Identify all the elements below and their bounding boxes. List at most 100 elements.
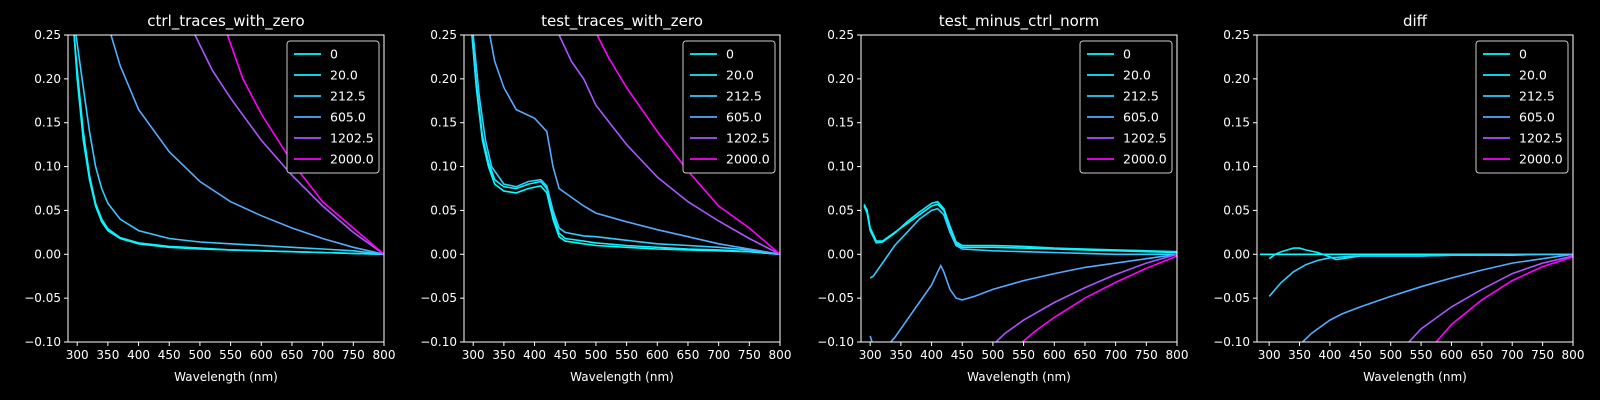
- x-tick-label: 700: [707, 348, 730, 362]
- x-tick-label: 700: [1104, 348, 1127, 362]
- y-tick-label: −0.05: [420, 291, 457, 305]
- y-tick-label: 0.05: [827, 203, 854, 217]
- legend-entry: 212.5: [726, 89, 762, 104]
- y-tick-label: 0.15: [827, 116, 854, 130]
- y-tick-label: 0.20: [34, 72, 61, 86]
- y-tick-label: −0.10: [817, 335, 854, 349]
- x-tick-label: 450: [554, 348, 577, 362]
- x-axis-label: Wavelength (nm): [570, 370, 674, 384]
- y-tick-label: 0.00: [1223, 247, 1250, 261]
- legend: 0 20.0 212.5 605.0 1202.5 2000.0: [1079, 40, 1173, 174]
- series-line-2: [73, 35, 384, 256]
- y-tick-label: 0.00: [34, 247, 61, 261]
- x-axis-label: Wavelength (nm): [174, 370, 278, 384]
- series-line-3: [472, 35, 780, 256]
- y-tick-label: 0.25: [34, 28, 61, 42]
- legend-entry: 212.5: [330, 89, 366, 104]
- y-tick-label: 0.25: [430, 28, 457, 42]
- chart-panel-1: 300 350 400 450 500 550 600 650 700 750 800 −0.10 −0…: [24, 12, 395, 384]
- x-tick-label: 650: [1074, 348, 1097, 362]
- y-tick-label: −0.10: [420, 335, 457, 349]
- legend-entry: 1202.5: [726, 131, 770, 146]
- series-line-5: [995, 253, 1177, 342]
- x-tick-label: 500: [188, 348, 211, 362]
- plot-frame: [860, 34, 1178, 343]
- series-line-3: [1268, 253, 1573, 297]
- series-line-5: [194, 35, 384, 255]
- chart-panel-2: 300 350 400 450 500 550 600 650 700 750 800 −0.10 −0…: [420, 12, 791, 384]
- x-tick-label: 400: [523, 348, 546, 362]
- x-tick-label: 500: [1379, 348, 1402, 362]
- x-tick-label: 450: [951, 348, 974, 362]
- y-tick-label: −0.10: [1213, 335, 1250, 349]
- legend-entry: 1202.5: [330, 131, 374, 146]
- x-tick-label: 650: [677, 348, 700, 362]
- legend-entry: 20.0: [1123, 68, 1151, 83]
- legend-entry: 2000.0: [726, 152, 770, 167]
- legend-entry: 2000.0: [1519, 152, 1563, 167]
- x-tick-label: 400: [127, 348, 150, 362]
- chart-panel-3: 300 350 400 450 500 550 600 650 700 750 800 −0.10 −0…: [817, 12, 1188, 384]
- plot-frame: [463, 34, 781, 343]
- x-tick-label: 300: [1258, 348, 1281, 362]
- chart-title: test_minus_ctrl_norm: [939, 12, 1100, 31]
- legend-box: [1475, 40, 1569, 174]
- x-tick-label: 600: [1440, 348, 1463, 362]
- series-line-3: [75, 35, 384, 256]
- y-tick-label: 0.20: [1223, 72, 1250, 86]
- x-tick-label: 300: [462, 348, 485, 362]
- series-line-3: [869, 207, 1177, 279]
- x-tick-label: 400: [1318, 348, 1341, 362]
- chart-title: diff: [1403, 12, 1428, 30]
- legend-entry: 1202.5: [1519, 131, 1563, 146]
- y-tick-label: 0.10: [1223, 160, 1250, 174]
- y-tick-label: 0.05: [1223, 203, 1250, 217]
- x-tick-label: 750: [738, 348, 761, 362]
- series-line-4: [110, 35, 384, 256]
- x-tick-label: 600: [1043, 348, 1066, 362]
- x-tick-label: 700: [1501, 348, 1524, 362]
- x-tick-label: 750: [1531, 348, 1554, 362]
- x-tick-label: 350: [96, 348, 119, 362]
- x-tick-label: 300: [859, 348, 882, 362]
- y-tick-label: −0.05: [24, 291, 61, 305]
- y-tick-label: 0.05: [430, 203, 457, 217]
- chart-title: ctrl_traces_with_zero: [147, 12, 304, 31]
- series-line-6: [596, 35, 780, 255]
- y-tick-label: 0.15: [34, 116, 61, 130]
- x-tick-label: 500: [584, 348, 607, 362]
- x-tick-label: 750: [1135, 348, 1158, 362]
- x-tick-label: 550: [219, 348, 242, 362]
- legend-entry: 212.5: [1123, 89, 1159, 104]
- x-tick-label: 800: [769, 348, 792, 362]
- legend-entry: 212.5: [1519, 89, 1555, 104]
- x-tick-label: 350: [492, 348, 515, 362]
- x-tick-label: 600: [646, 348, 669, 362]
- x-tick-label: 450: [1349, 348, 1372, 362]
- x-tick-label: 750: [342, 348, 365, 362]
- x-tick-label: 700: [311, 348, 334, 362]
- x-tick-label: 800: [1166, 348, 1189, 362]
- y-tick-label: −0.05: [817, 291, 854, 305]
- series-line-2: [863, 200, 1177, 253]
- y-tick-label: 0.10: [827, 160, 854, 174]
- y-tick-label: 0.00: [430, 247, 457, 261]
- legend-box: [682, 40, 776, 174]
- y-tick-label: 0.10: [430, 160, 457, 174]
- legend-entry: 605.0: [1123, 110, 1159, 125]
- series-line-5: [558, 35, 780, 256]
- x-tick-label: 800: [373, 348, 396, 362]
- x-tick-label: 450: [158, 348, 181, 362]
- y-tick-label: 0.15: [1223, 116, 1250, 130]
- legend: 0 20.0 212.5 605.0 1202.5 2000.0: [682, 40, 776, 174]
- x-tick-label: 550: [1012, 348, 1035, 362]
- series-line-6: [1021, 255, 1177, 342]
- legend-entry: 605.0: [1519, 110, 1555, 125]
- series-line-5: [1408, 255, 1573, 342]
- y-tick-label: 0.15: [430, 116, 457, 130]
- y-tick-label: 0.25: [1223, 28, 1250, 42]
- chart-panel-4: 300 350 400 450 500 550 600 650 700 750 800 −0.10 −0…: [1213, 12, 1584, 384]
- legend-entry: 20.0: [1519, 68, 1547, 83]
- x-tick-label: 600: [250, 348, 273, 362]
- legend-entry: 1202.5: [1123, 131, 1167, 146]
